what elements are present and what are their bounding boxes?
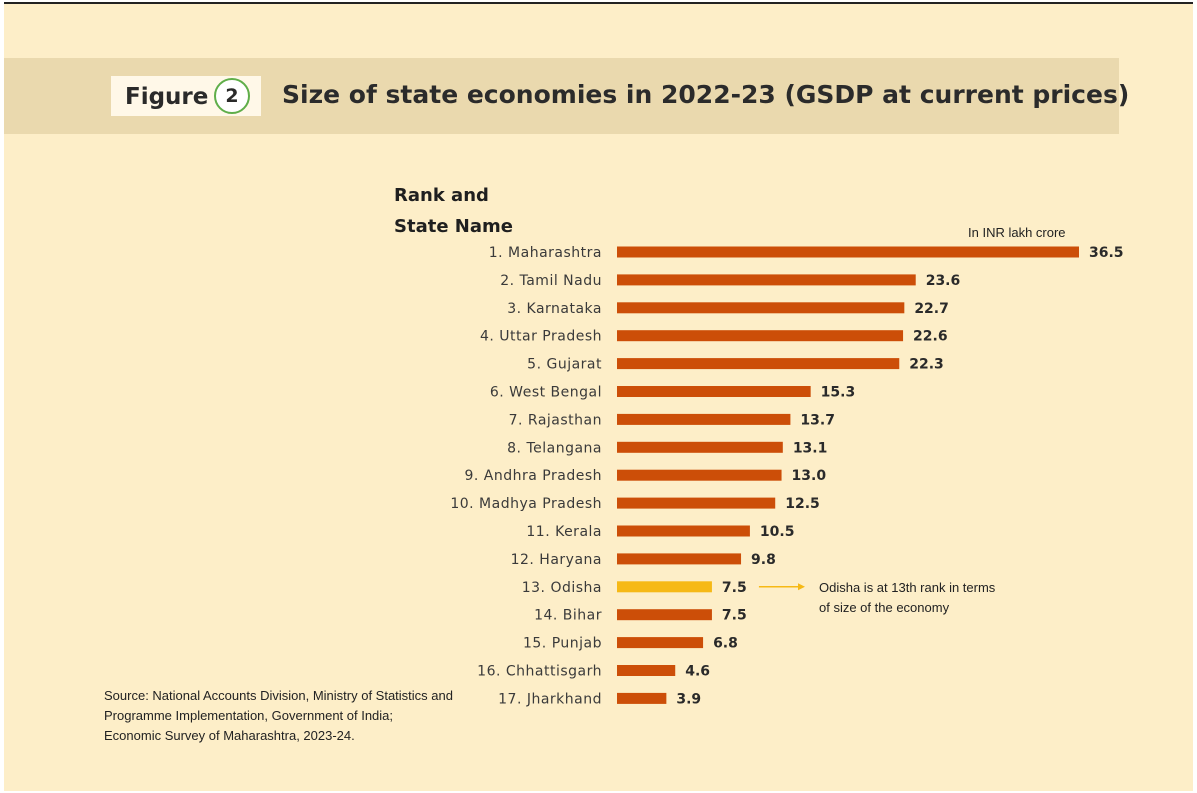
category-label-9: 9. Andhra Pradesh <box>464 468 602 484</box>
bar-4 <box>617 330 904 342</box>
value-label-6: 15.3 <box>821 385 856 401</box>
bar-5 <box>617 358 900 370</box>
category-label-11: 11. Kerala <box>526 524 602 540</box>
category-label-1: 1. Maharashtra <box>489 245 602 261</box>
value-label-2: 23.6 <box>926 273 961 289</box>
value-label-1: 36.5 <box>1089 245 1124 261</box>
category-label-13: 13. Odisha <box>522 580 602 596</box>
category-label-7: 7. Rajasthan <box>509 412 602 428</box>
bar-2 <box>617 274 916 286</box>
source-line-3: Economic Survey of Maharashtra, 2023-24. <box>104 728 355 743</box>
bar-10 <box>617 497 776 509</box>
value-label-8: 13.1 <box>793 440 828 456</box>
category-label-12: 12. Haryana <box>511 552 602 568</box>
value-label-13: 7.5 <box>722 580 747 596</box>
bar-7 <box>617 413 791 425</box>
figure-badge: Figure 2 <box>111 76 261 116</box>
value-label-16: 4.6 <box>685 664 710 680</box>
bar-11 <box>617 525 750 537</box>
value-label-9: 13.0 <box>792 468 827 484</box>
category-header: Rank and State Name <box>394 180 554 242</box>
bar-9 <box>617 469 782 481</box>
value-label-5: 22.3 <box>909 357 944 373</box>
annotation-line-2: of size of the economy <box>819 600 950 615</box>
category-header-line-2: State Name <box>394 216 513 237</box>
category-label-6: 6. West Bengal <box>490 385 602 401</box>
category-label-10: 10. Madhya Pradesh <box>450 496 602 512</box>
value-label-14: 7.5 <box>722 608 747 624</box>
bar-13 <box>617 581 712 593</box>
bar-1 <box>617 246 1079 258</box>
source-line-1: Source: National Accounts Division, Mini… <box>104 688 453 703</box>
figure-frame: Figure 2 Size of state economies in 2022… <box>4 2 1193 791</box>
value-label-17: 3.9 <box>676 691 701 707</box>
unit-label: In INR lakh crore <box>968 225 1066 240</box>
value-label-11: 10.5 <box>760 524 795 540</box>
bar-3 <box>617 302 905 314</box>
figure-label: Figure <box>125 84 209 110</box>
category-label-14: 14. Bihar <box>534 608 602 624</box>
bar-14 <box>617 609 712 621</box>
figure-number: 2 <box>214 78 250 114</box>
category-label-4: 4. Uttar Pradesh <box>480 329 602 345</box>
value-label-3: 22.7 <box>914 301 949 317</box>
source-line-2: Programme Implementation, Government of … <box>104 708 394 723</box>
chart-title: Size of state economies in 2022-23 (GSDP… <box>282 80 1130 109</box>
value-label-7: 13.7 <box>800 412 835 428</box>
bar-8 <box>617 441 783 453</box>
value-label-15: 6.8 <box>713 636 738 652</box>
category-label-3: 3. Karnataka <box>507 301 602 317</box>
category-label-16: 16. Chhattisgarh <box>477 664 602 680</box>
category-label-15: 15. Punjab <box>523 636 602 652</box>
category-label-5: 5. Gujarat <box>527 357 602 373</box>
category-label-17: 17. Jharkhand <box>498 691 602 707</box>
category-header-line-1: Rank and <box>394 185 489 206</box>
bar-6 <box>617 386 811 397</box>
bar-15 <box>617 637 704 649</box>
value-label-10: 12.5 <box>785 496 820 512</box>
source-note: Source: National Accounts Division, Mini… <box>104 686 484 746</box>
category-label-2: 2. Tamil Nadu <box>500 273 602 289</box>
annotation-line-1: Odisha is at 13th rank in terms <box>819 580 996 595</box>
bar-12 <box>617 553 742 565</box>
bar-16 <box>617 665 676 676</box>
title-band: Figure 2 Size of state economies in 2022… <box>4 58 1129 134</box>
bar-17 <box>617 692 667 704</box>
annotation-arrow-head <box>798 583 805 591</box>
category-label-8: 8. Telangana <box>507 440 602 456</box>
value-label-4: 22.6 <box>913 329 948 345</box>
value-label-12: 9.8 <box>751 552 776 568</box>
